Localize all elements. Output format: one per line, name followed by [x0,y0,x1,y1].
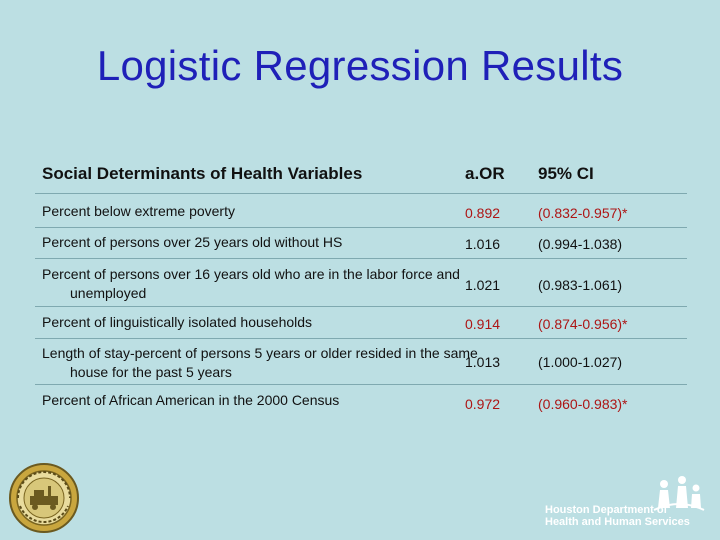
dept-line-2: Health and Human Services [545,516,690,528]
row-divider [35,384,687,385]
row-3-aor: 1.021 [465,277,501,293]
row-1-variable: Percent below extreme poverty [42,203,235,219]
slide-title: Logistic Regression Results [96,42,624,89]
hdhhs-logo-text: Houston Department of Health and Human S… [545,504,690,528]
row-2-aor: 1.016 [465,236,501,252]
header-aor: a.OR [465,164,505,183]
row-1-aor: 0.892 [465,205,501,221]
row-5-variable: Length of stay-percent of persons 5 year… [42,345,478,380]
header-ci: 95% CI [538,164,594,183]
row-5-ci: (1.000-1.027) [538,354,623,370]
row-3-ci: (0.983-1.061) [538,277,623,293]
row-6-ci: (0.960-0.983)* [538,396,628,412]
row-6-aor: 0.972 [465,396,501,412]
row-4-ci: (0.874-0.956)* [538,316,628,332]
row-2-ci: (0.994-1.038) [538,236,623,252]
row-4-variable: Percent of linguistically isolated house… [42,314,313,330]
row-divider [35,338,687,339]
row-3-variable: Percent of persons over 16 years old who… [42,266,460,301]
row-2-variable: Percent of persons over 25 years old wit… [42,234,343,250]
header-divider [35,193,687,194]
row-4-aor: 0.914 [465,316,501,332]
row-divider [35,227,687,228]
hdhhs-logo [653,476,705,511]
city-seal-logo [9,463,79,533]
row-6-variable: Percent of African American in the 2000 … [42,392,340,408]
header-variable: Social Determinants of Health Variables [42,164,363,183]
row-1-ci: (0.832-0.957)* [538,205,628,221]
row-divider [35,258,687,259]
row-divider [35,306,687,307]
dept-line-1: Houston Department of [545,504,668,516]
row-5-aor: 1.013 [465,354,501,370]
